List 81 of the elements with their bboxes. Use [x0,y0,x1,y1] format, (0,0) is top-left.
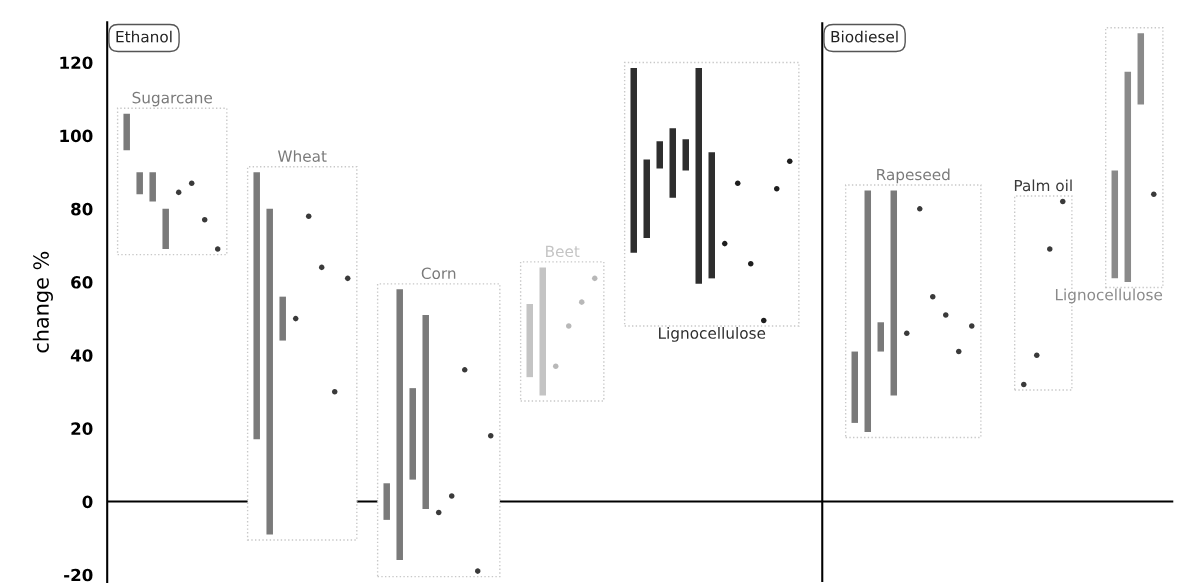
bar [1124,71,1132,283]
point [903,330,910,337]
y-tick-label: 60 [71,275,93,289]
bar [136,172,143,195]
point [1151,191,1157,197]
point [1021,381,1027,388]
series-label: Wheat [277,150,327,162]
point [461,367,468,373]
series-label: Beet [546,245,580,258]
y-tick-label: 0 [82,495,93,509]
y-tick-label: -20 [64,568,93,582]
y-axis-title: change % [32,251,53,353]
point [214,246,221,252]
point [552,363,559,369]
bar [630,67,637,253]
bar [422,314,429,509]
point [916,206,923,212]
point [734,180,741,187]
point [487,432,494,439]
annotation: Biodiesel [831,30,898,43]
bar [266,208,273,535]
point [1060,198,1066,205]
bar [695,67,702,284]
point [721,240,728,247]
bar [162,208,169,250]
point [968,323,975,329]
bar [643,159,650,239]
bar [279,296,286,341]
bar [864,190,872,433]
point [929,293,936,300]
bar [682,139,689,171]
bar [1111,170,1119,279]
point [773,185,780,192]
annotation: Ethanol [116,30,172,43]
point [318,264,325,271]
point [201,217,208,223]
point [565,323,572,329]
point [331,389,338,395]
series-label: Lignocellulose [1055,288,1163,304]
point [591,275,598,282]
bar [890,190,898,396]
point [188,180,195,187]
bar [708,152,715,279]
text: Lignocellulose [659,327,766,342]
point [435,509,442,516]
series-label: Rapeseed [877,168,950,184]
bar [656,141,663,169]
bar [669,128,676,198]
point [292,315,299,322]
point [474,568,481,574]
bar [526,303,533,378]
bar [877,322,885,352]
y-tick-label: 40 [70,349,93,362]
point [955,348,962,355]
bar [1137,33,1145,105]
series-label: Corn [421,267,456,280]
y-tick-label: 100 [60,129,93,143]
bar [253,172,260,440]
bar [539,267,546,396]
point [747,260,754,267]
y-tick-label: 120 [60,56,93,70]
point [942,312,949,318]
bar [149,172,156,202]
point [786,158,793,165]
bar [123,113,130,151]
y-tick-label: 20 [71,422,93,435]
bar [851,351,859,423]
point [344,275,351,282]
y-tick-label: 80 [71,202,93,216]
point [1034,352,1040,358]
series-label: Palm oil [1014,179,1072,192]
point [578,299,585,305]
point [448,493,455,499]
series-label: Sugarcane [132,91,212,107]
point [760,317,767,324]
point [175,189,182,196]
point [305,213,312,219]
bar [409,388,416,480]
point [1047,246,1053,252]
bar [396,289,403,561]
bar [383,483,390,520]
